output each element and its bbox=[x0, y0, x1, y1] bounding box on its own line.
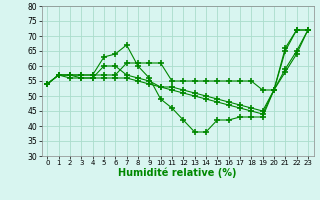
X-axis label: Humidité relative (%): Humidité relative (%) bbox=[118, 168, 237, 178]
